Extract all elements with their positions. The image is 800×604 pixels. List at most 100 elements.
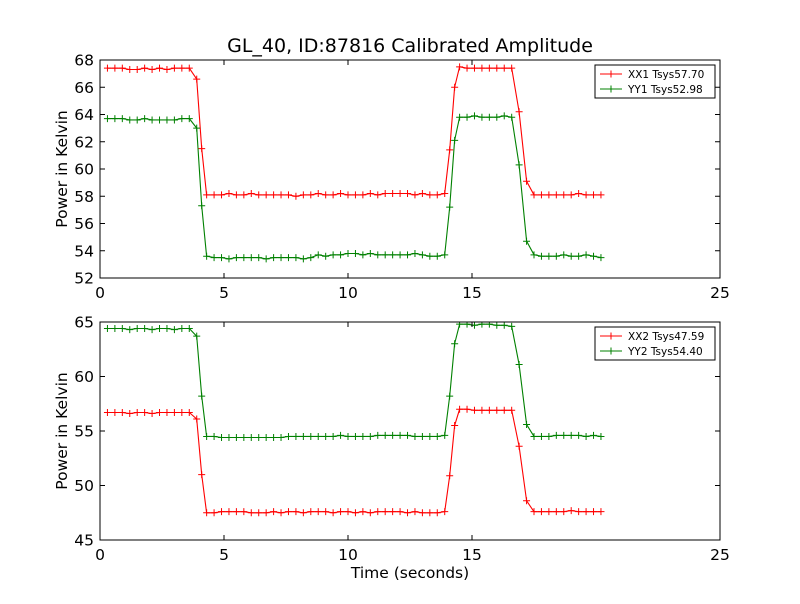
panel1-series-2-point <box>351 249 359 257</box>
panel2-series-2-point <box>575 431 583 439</box>
panel1-legend-marker <box>607 70 615 78</box>
panel1-series-1-point <box>582 191 590 199</box>
panel2-series-2-point <box>225 434 233 442</box>
panel1-series-1-point <box>198 145 206 153</box>
panel1-series-1-point <box>374 191 382 199</box>
panel1-series-1-point <box>560 191 568 199</box>
panel1-series-1-point <box>284 191 292 199</box>
panel2-series-2-point <box>366 432 374 440</box>
panel1-series-1-point <box>404 190 412 198</box>
panel2-series-1-point <box>552 508 560 516</box>
panel2-series-1-point <box>456 405 464 413</box>
panel2-series-2-point <box>255 434 263 442</box>
panel2-series-2-point <box>478 322 486 328</box>
panel1-series-1-point <box>446 146 454 154</box>
panel2-series-2-point <box>163 325 171 333</box>
panel1-y-tick-label: 56 <box>74 215 94 233</box>
panel2-series-2-point <box>198 392 206 400</box>
panel1-series-1-point <box>451 83 459 91</box>
panel1-legend: XX1 Tsys57.70 YY1 Tsys52.98 <box>594 64 716 99</box>
panel1-series-2-point <box>148 116 156 124</box>
panel1-series-1-point <box>441 190 449 198</box>
panel1-legend-label: XX1 Tsys57.70 <box>628 69 704 81</box>
panel1-series-2-point <box>185 115 193 123</box>
panel1-series-1-point <box>381 190 389 198</box>
panel2-series-2-point <box>374 431 382 439</box>
panel1-legend-label: YY1 Tsys52.98 <box>627 84 703 96</box>
panel1-legend-box <box>594 64 716 99</box>
panel1-series-2-point <box>433 252 441 260</box>
panel1-series-1-point <box>111 64 119 72</box>
panel2-series-1-point <box>240 508 248 516</box>
panel2-series-2-point <box>210 432 218 440</box>
panel1-series-2-point <box>225 255 233 263</box>
panel2-series-1-point <box>210 509 218 517</box>
x-axis-label: Time (seconds) <box>350 564 469 582</box>
panel2-series-2-point <box>240 434 248 442</box>
panel2-series-1-point <box>156 408 164 416</box>
panel1-series-2-point <box>404 251 412 259</box>
panel1-series-2-point <box>545 252 553 260</box>
panel2-series-1-point <box>381 508 389 516</box>
panel2-series-2-point <box>284 432 292 440</box>
panel1-series-2-point <box>232 254 240 262</box>
panel1-series-2-point <box>247 254 255 262</box>
panel2-series-1-point <box>582 508 590 516</box>
panel2-series-2-point <box>329 432 337 440</box>
panel2-series-1-point <box>575 508 583 516</box>
panel2-y-tick-label: 45 <box>74 532 94 550</box>
panel1-series-2-point <box>126 116 134 124</box>
panel1-series-2-point <box>218 254 226 262</box>
panel2-series-1-point <box>193 415 201 423</box>
panel2-series-1-point <box>141 408 149 416</box>
panel1-series-2-point <box>210 254 218 262</box>
panel1-series-2-point <box>359 251 367 259</box>
panel1-series-1-point <box>463 64 471 72</box>
panel2-series-1-point <box>441 508 449 516</box>
panel2-series-2-point <box>133 325 141 333</box>
panel2-series-1-point <box>148 410 156 418</box>
panel1-x-tick-label: 5 <box>219 284 229 302</box>
panel1-series-1-point <box>210 191 218 199</box>
panel1-y-tick-label: 68 <box>74 52 94 70</box>
panel2-series-2-point <box>530 432 538 440</box>
panel1-series-2-point <box>307 254 315 262</box>
panel1-series-1-point <box>203 191 211 199</box>
panel2-series-2-point <box>545 432 553 440</box>
panel1-y-tick-label: 52 <box>74 270 94 288</box>
panel1-series-2-point <box>575 252 583 260</box>
panel2-y-axis-label: Power in Kelvin <box>53 372 71 489</box>
panel1-series-2-point <box>374 251 382 259</box>
panel1-series-1-point <box>270 191 278 199</box>
panel1-series-1-point <box>590 191 598 199</box>
panel2-series-2-point <box>203 432 211 440</box>
panel2-series-2-point <box>270 434 278 442</box>
panel1-y-tick-label: 54 <box>74 242 94 260</box>
panel2-series-2-point <box>411 432 419 440</box>
panel2-series-1-point <box>284 508 292 516</box>
panel2-series-2-point <box>493 322 501 329</box>
panel2-series-2-point <box>359 432 367 440</box>
panel2-series-2-point <box>307 432 315 440</box>
panel1-series-1-point <box>240 191 248 199</box>
panel1-series-2-point <box>299 255 307 263</box>
panel1-series-1-point <box>500 64 508 72</box>
panel1-series-1-point <box>170 64 178 72</box>
panel2-series-2-point <box>262 434 270 442</box>
panel2-series-1-point <box>500 406 508 414</box>
panel1-series-1-point <box>133 66 141 74</box>
panel1-y-tick-label: 58 <box>74 188 94 206</box>
panel1-series-2-point <box>500 112 508 120</box>
panel2-series-1-point <box>170 408 178 416</box>
panel1-series-1-point <box>396 190 404 198</box>
panel2-series-1-point <box>493 406 501 414</box>
panel1-series-2-point <box>508 113 516 121</box>
panel1-series-2-point <box>590 252 598 260</box>
panel1-x-tick-label: 0 <box>95 284 105 302</box>
panel2-series-2-point <box>552 431 560 439</box>
panel1-series-1-point <box>141 64 149 72</box>
panel2-series-2-point <box>381 431 389 439</box>
panel2-series-1-point <box>590 508 598 516</box>
panel2-plot: 0 5 10 15 25 45 50 55 60 65 Power in Kelvin XX2 Tsy… <box>53 314 730 565</box>
panel1-series-1-point <box>545 191 553 199</box>
